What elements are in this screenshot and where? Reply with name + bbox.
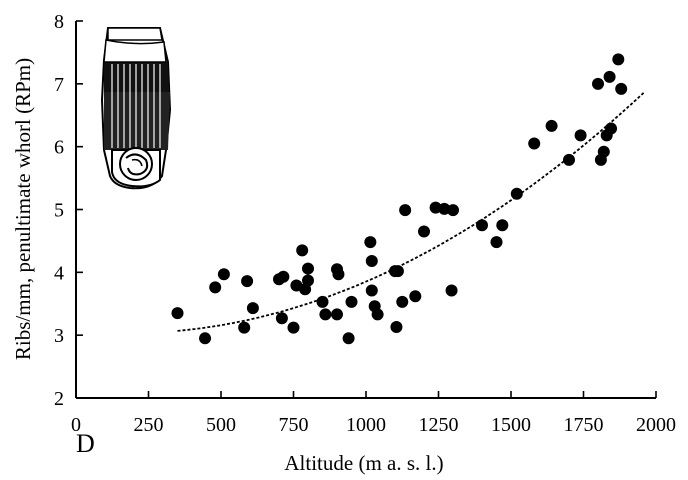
data-points <box>171 53 628 345</box>
data-point <box>592 77 604 90</box>
y-tick-label: 3 <box>54 325 64 347</box>
data-point <box>396 295 409 308</box>
data-point <box>331 308 343 321</box>
y-axis-title: Ribs/mm, penultimate whorl (RPm) <box>11 58 35 360</box>
data-point <box>296 244 309 257</box>
data-point <box>510 187 523 200</box>
data-point <box>302 274 314 287</box>
x-tick-label: 500 <box>206 414 236 436</box>
x-tick-label: 750 <box>279 414 309 436</box>
data-point <box>490 236 503 249</box>
data-point <box>238 321 251 334</box>
data-point <box>445 284 458 297</box>
data-point <box>332 268 345 281</box>
data-point <box>241 275 254 288</box>
data-point <box>574 129 587 142</box>
data-point <box>597 145 610 158</box>
data-point <box>365 284 378 297</box>
shell-illustration <box>100 27 172 190</box>
data-point <box>246 302 259 315</box>
data-point <box>409 290 422 303</box>
data-point <box>287 321 300 334</box>
data-point <box>371 308 384 321</box>
data-point <box>209 281 222 294</box>
data-point <box>496 219 509 232</box>
data-point <box>342 332 355 345</box>
data-point <box>302 262 314 275</box>
data-point <box>391 265 404 278</box>
data-point <box>316 295 329 308</box>
x-axis-title: Altitude (m a. s. l.) <box>284 451 443 475</box>
x-tick-label: 250 <box>134 414 164 436</box>
data-point <box>277 270 290 283</box>
data-point <box>390 320 403 333</box>
y-tick-label: 6 <box>54 137 64 159</box>
panel-letter: D <box>76 429 95 458</box>
axis-labels: 0 250 500 750 1000 1250 1500 1750 2000 2 3 4 5 6 7 8 <box>54 11 676 436</box>
x-tick-label: 1000 <box>346 414 386 436</box>
data-point <box>476 219 488 232</box>
data-point <box>399 204 412 217</box>
y-tick-label: 5 <box>54 200 64 222</box>
data-point <box>319 308 332 321</box>
y-tick-label: 2 <box>54 388 64 410</box>
y-tick-label: 8 <box>54 11 64 33</box>
data-point <box>615 82 628 95</box>
data-point <box>447 204 459 217</box>
data-point <box>217 268 230 281</box>
x-tick-label: 1250 <box>419 414 459 436</box>
data-point <box>612 53 625 66</box>
data-point <box>365 255 378 268</box>
data-point <box>605 122 618 135</box>
x-tick-label: 0 <box>71 414 81 436</box>
data-point <box>345 295 358 308</box>
y-tick-label: 4 <box>54 262 64 284</box>
data-point <box>545 119 558 132</box>
data-point <box>418 225 430 238</box>
data-point <box>603 70 616 83</box>
data-point <box>528 137 541 150</box>
y-tick-label: 7 <box>54 74 64 96</box>
data-point <box>171 307 184 320</box>
x-tick-label: 1500 <box>491 414 531 436</box>
data-point <box>364 236 377 249</box>
data-point <box>199 332 212 345</box>
data-point <box>563 153 575 166</box>
axes <box>75 20 657 399</box>
data-point <box>275 312 288 325</box>
x-tick-label: 1750 <box>564 414 604 436</box>
x-tick-label: 2000 <box>636 414 676 436</box>
